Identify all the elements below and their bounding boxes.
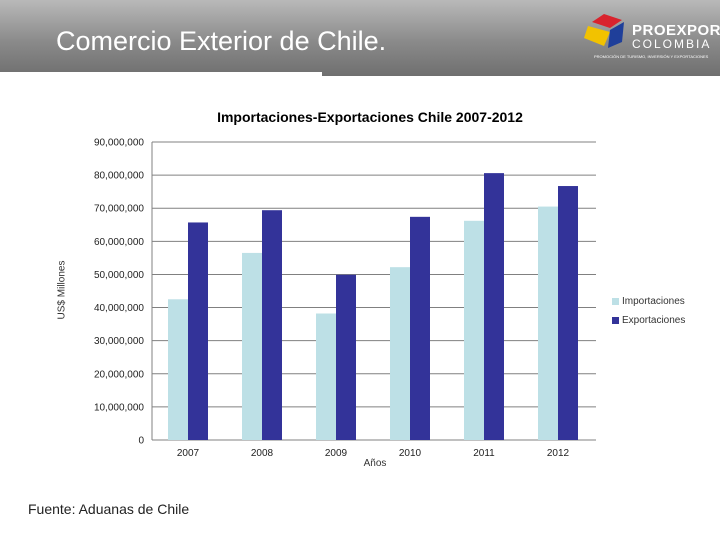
bar-exportaciones-2007	[188, 222, 208, 440]
y-tick-label: 0	[138, 436, 144, 447]
bar-importaciones-2008	[242, 252, 262, 440]
y-tick-label: 20,000,000	[94, 369, 144, 380]
y-tick-label: 10,000,000	[94, 402, 144, 413]
x-tick-label: 2007	[177, 448, 200, 459]
x-tick-label: 2012	[547, 448, 570, 459]
legend-label-importaciones: Importaciones	[622, 296, 685, 307]
y-tick-label: 80,000,000	[94, 171, 144, 182]
legend-label-exportaciones: Exportaciones	[622, 315, 686, 326]
bar-exportaciones-2011	[484, 173, 504, 440]
legend-item-importaciones: Importaciones	[612, 292, 685, 311]
y-tick-label: 90,000,000	[94, 138, 144, 149]
bars	[168, 173, 578, 440]
y-tick-label: 70,000,000	[94, 204, 144, 215]
chart-title: Importaciones-Exportaciones Chile 2007-2…	[217, 109, 523, 125]
proexport-logo: PROEXPORT COLOMBIA PROMOCIÓN DE TURISMO,…	[582, 10, 720, 68]
logo-tagline: PROMOCIÓN DE TURISMO, INVERSIÓN Y EXPORT…	[594, 54, 709, 59]
slide-title: Comercio Exterior de Chile.	[56, 26, 387, 56]
gridlines	[151, 141, 596, 441]
bar-importaciones-2010	[390, 267, 410, 440]
x-tick-labels: 2007 2008 2009 2010 2011 2012	[177, 448, 570, 459]
bar-exportaciones-2008	[262, 210, 282, 440]
legend-item-exportaciones: Exportaciones	[612, 311, 685, 330]
x-tick-label: 2009	[325, 448, 348, 459]
bar-exportaciones-2010	[410, 216, 430, 440]
source-note: Fuente: Aduanas de Chile	[28, 501, 190, 517]
legend-swatch-importaciones	[612, 298, 619, 305]
y-tick-label: 50,000,000	[94, 270, 144, 281]
logo-text-proexport: PROEXPORT	[632, 22, 720, 39]
legend-swatch-exportaciones	[612, 317, 619, 324]
bar-importaciones-2007	[168, 299, 188, 440]
bar-importaciones-2009	[316, 313, 336, 440]
y-tick-label: 40,000,000	[94, 303, 144, 314]
bar-importaciones-2011	[464, 220, 484, 440]
x-tick-label: 2010	[399, 448, 422, 459]
bar-exportaciones-2009	[336, 274, 356, 440]
x-tick-label: 2008	[251, 448, 274, 459]
bar-exportaciones-2012	[558, 186, 578, 440]
y-axis-label: US$ Millones	[56, 260, 68, 320]
header-underline	[0, 72, 322, 76]
y-tick-label: 30,000,000	[94, 336, 144, 347]
y-tick-label: 60,000,000	[94, 237, 144, 248]
bar-importaciones-2012	[538, 206, 558, 440]
chart-legend: Importaciones Exportaciones	[612, 292, 685, 330]
logo-text-colombia: COLOMBIA	[632, 37, 712, 51]
slide-header: Comercio Exterior de Chile. PROEXPORT CO…	[0, 0, 720, 76]
logo-mark-icon	[584, 14, 624, 48]
y-tick-labels: 0 10,000,000 20,000,000 30,000,000 40,000,00…	[94, 138, 145, 447]
x-tick-label: 2011	[473, 448, 495, 459]
x-axis-label: Años	[363, 458, 387, 469]
